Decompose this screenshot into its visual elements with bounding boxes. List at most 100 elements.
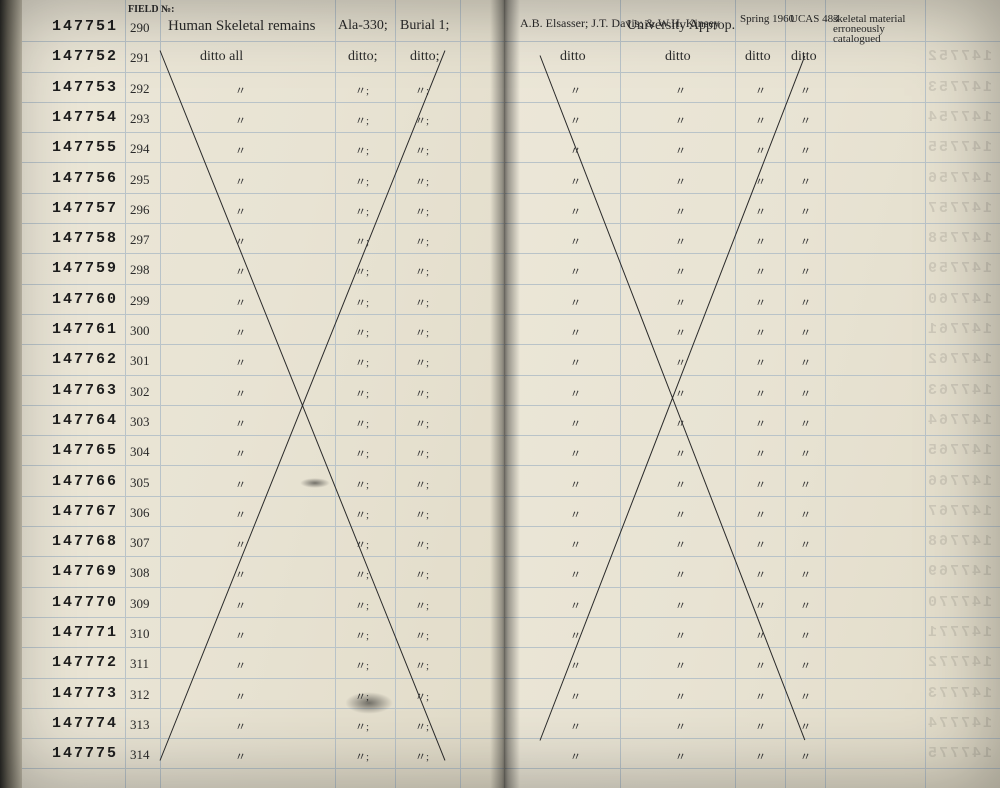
bleed-through-number: 147754 xyxy=(926,109,992,126)
ditto-mark: 〃 xyxy=(675,688,686,704)
ditto-mark: 〃 xyxy=(570,354,581,370)
collectors-cell: ditto xyxy=(560,49,586,65)
field-number: 313 xyxy=(130,717,150,733)
ditto-mark: 〃 xyxy=(800,657,811,673)
bleed-through-number: 147763 xyxy=(926,382,992,399)
site-cell: Ala-330; xyxy=(338,18,388,34)
ditto-mark: 〃 xyxy=(235,142,246,158)
ditto-mark: 〃 xyxy=(800,627,811,643)
ditto-mark: 〃; xyxy=(355,142,369,158)
ditto-mark: 〃; xyxy=(415,263,429,279)
catalog-number: 147773 xyxy=(52,685,118,702)
bleed-through-number: 147767 xyxy=(926,503,992,520)
ditto-mark: 〃; xyxy=(355,597,369,613)
field-no-header: FIELD №: xyxy=(128,4,174,15)
ditto-mark: 〃 xyxy=(800,324,811,340)
field-number: 291 xyxy=(130,50,150,66)
ditto-mark: 〃; xyxy=(355,173,369,189)
bleed-through-number: 147753 xyxy=(926,79,992,96)
ditto-mark: 〃 xyxy=(235,688,246,704)
ditto-mark: 〃 xyxy=(800,748,811,764)
ditto-mark: 〃 xyxy=(675,657,686,673)
catalog-number: 147768 xyxy=(52,533,118,550)
ditto-mark: 〃; xyxy=(415,294,429,310)
bleed-through-number: 147765 xyxy=(926,442,992,459)
ditto-mark: 〃; xyxy=(415,142,429,158)
bleed-through-number: 147752 xyxy=(926,48,992,65)
field-number: 314 xyxy=(130,747,150,763)
ditto-mark: 〃 xyxy=(675,506,686,522)
ditto-mark: 〃; xyxy=(415,173,429,189)
ditto-mark: 〃 xyxy=(755,657,766,673)
ink-smudge xyxy=(300,478,330,488)
ditto-mark: 〃 xyxy=(755,566,766,582)
ditto-mark: 〃; xyxy=(355,203,369,219)
ditto-mark: 〃; xyxy=(415,476,429,492)
ditto-mark: 〃 xyxy=(800,415,811,431)
ditto-mark: 〃; xyxy=(355,506,369,522)
ditto-mark: 〃 xyxy=(800,536,811,552)
ditto-mark: 〃 xyxy=(675,82,686,98)
bleed-through-number: 147772 xyxy=(926,654,992,671)
field-number: 305 xyxy=(130,475,150,491)
ditto-mark: 〃 xyxy=(570,203,581,219)
ditto-mark: 〃 xyxy=(755,536,766,552)
field-number: 304 xyxy=(130,444,150,460)
catalog-number: 147757 xyxy=(52,200,118,217)
ditto-mark: 〃 xyxy=(235,506,246,522)
ditto-mark: 〃 xyxy=(235,82,246,98)
catalog-number: 147761 xyxy=(52,321,118,338)
catalog-number: 147753 xyxy=(52,79,118,96)
ditto-mark: 〃 xyxy=(570,718,581,734)
catalog-number: 147770 xyxy=(52,594,118,611)
ditto-mark: 〃; xyxy=(355,748,369,764)
ditto-mark: 〃 xyxy=(570,536,581,552)
ditto-mark: 〃; xyxy=(355,385,369,401)
ditto-mark: 〃 xyxy=(235,748,246,764)
bleed-through-number: 147766 xyxy=(926,473,992,490)
ditto-mark: 〃 xyxy=(675,294,686,310)
ditto-mark: 〃 xyxy=(675,536,686,552)
catalog-number: 147772 xyxy=(52,654,118,671)
ditto-mark: 〃 xyxy=(675,445,686,461)
ditto-mark: 〃 xyxy=(570,506,581,522)
catalog-number: 147755 xyxy=(52,139,118,156)
catalog-number: 147765 xyxy=(52,442,118,459)
ditto-mark: 〃 xyxy=(800,385,811,401)
ditto-mark: 〃 xyxy=(800,566,811,582)
ditto-mark: 〃 xyxy=(570,688,581,704)
field-number: 312 xyxy=(130,687,150,703)
ditto-mark: 〃 xyxy=(570,415,581,431)
ditto-mark: 〃 xyxy=(755,688,766,704)
ditto-mark: 〃; xyxy=(355,415,369,431)
ditto-mark: 〃 xyxy=(570,294,581,310)
ditto-mark: 〃 xyxy=(235,718,246,734)
ditto-mark: 〃; xyxy=(355,112,369,128)
ditto-mark: 〃 xyxy=(800,142,811,158)
field-number: 294 xyxy=(130,141,150,157)
ditto-mark: 〃 xyxy=(755,506,766,522)
ditto-mark: 〃 xyxy=(235,263,246,279)
season-cell: Spring 1960 xyxy=(740,14,794,25)
ditto-mark: 〃 xyxy=(800,82,811,98)
ditto-mark: 〃 xyxy=(570,445,581,461)
field-number: 296 xyxy=(130,202,150,218)
ditto-mark: 〃 xyxy=(675,718,686,734)
bleed-through-number: 147775 xyxy=(926,745,992,762)
ditto-mark: 〃 xyxy=(675,203,686,219)
bleed-through-number: 147762 xyxy=(926,351,992,368)
catalog-number: 147769 xyxy=(52,563,118,580)
ditto-mark: 〃; xyxy=(415,445,429,461)
ditto-mark: 〃 xyxy=(675,112,686,128)
ditto-mark: 〃 xyxy=(755,354,766,370)
season-cell: ditto xyxy=(745,49,771,65)
ditto-mark: 〃 xyxy=(800,506,811,522)
catalog-number: 147754 xyxy=(52,109,118,126)
ditto-mark: 〃 xyxy=(675,263,686,279)
ditto-mark: 〃; xyxy=(355,354,369,370)
ditto-mark: 〃 xyxy=(800,354,811,370)
bleed-through-number: 147755 xyxy=(926,139,992,156)
field-number: 309 xyxy=(130,596,150,612)
bleed-through-number: 147756 xyxy=(926,170,992,187)
field-number: 300 xyxy=(130,323,150,339)
